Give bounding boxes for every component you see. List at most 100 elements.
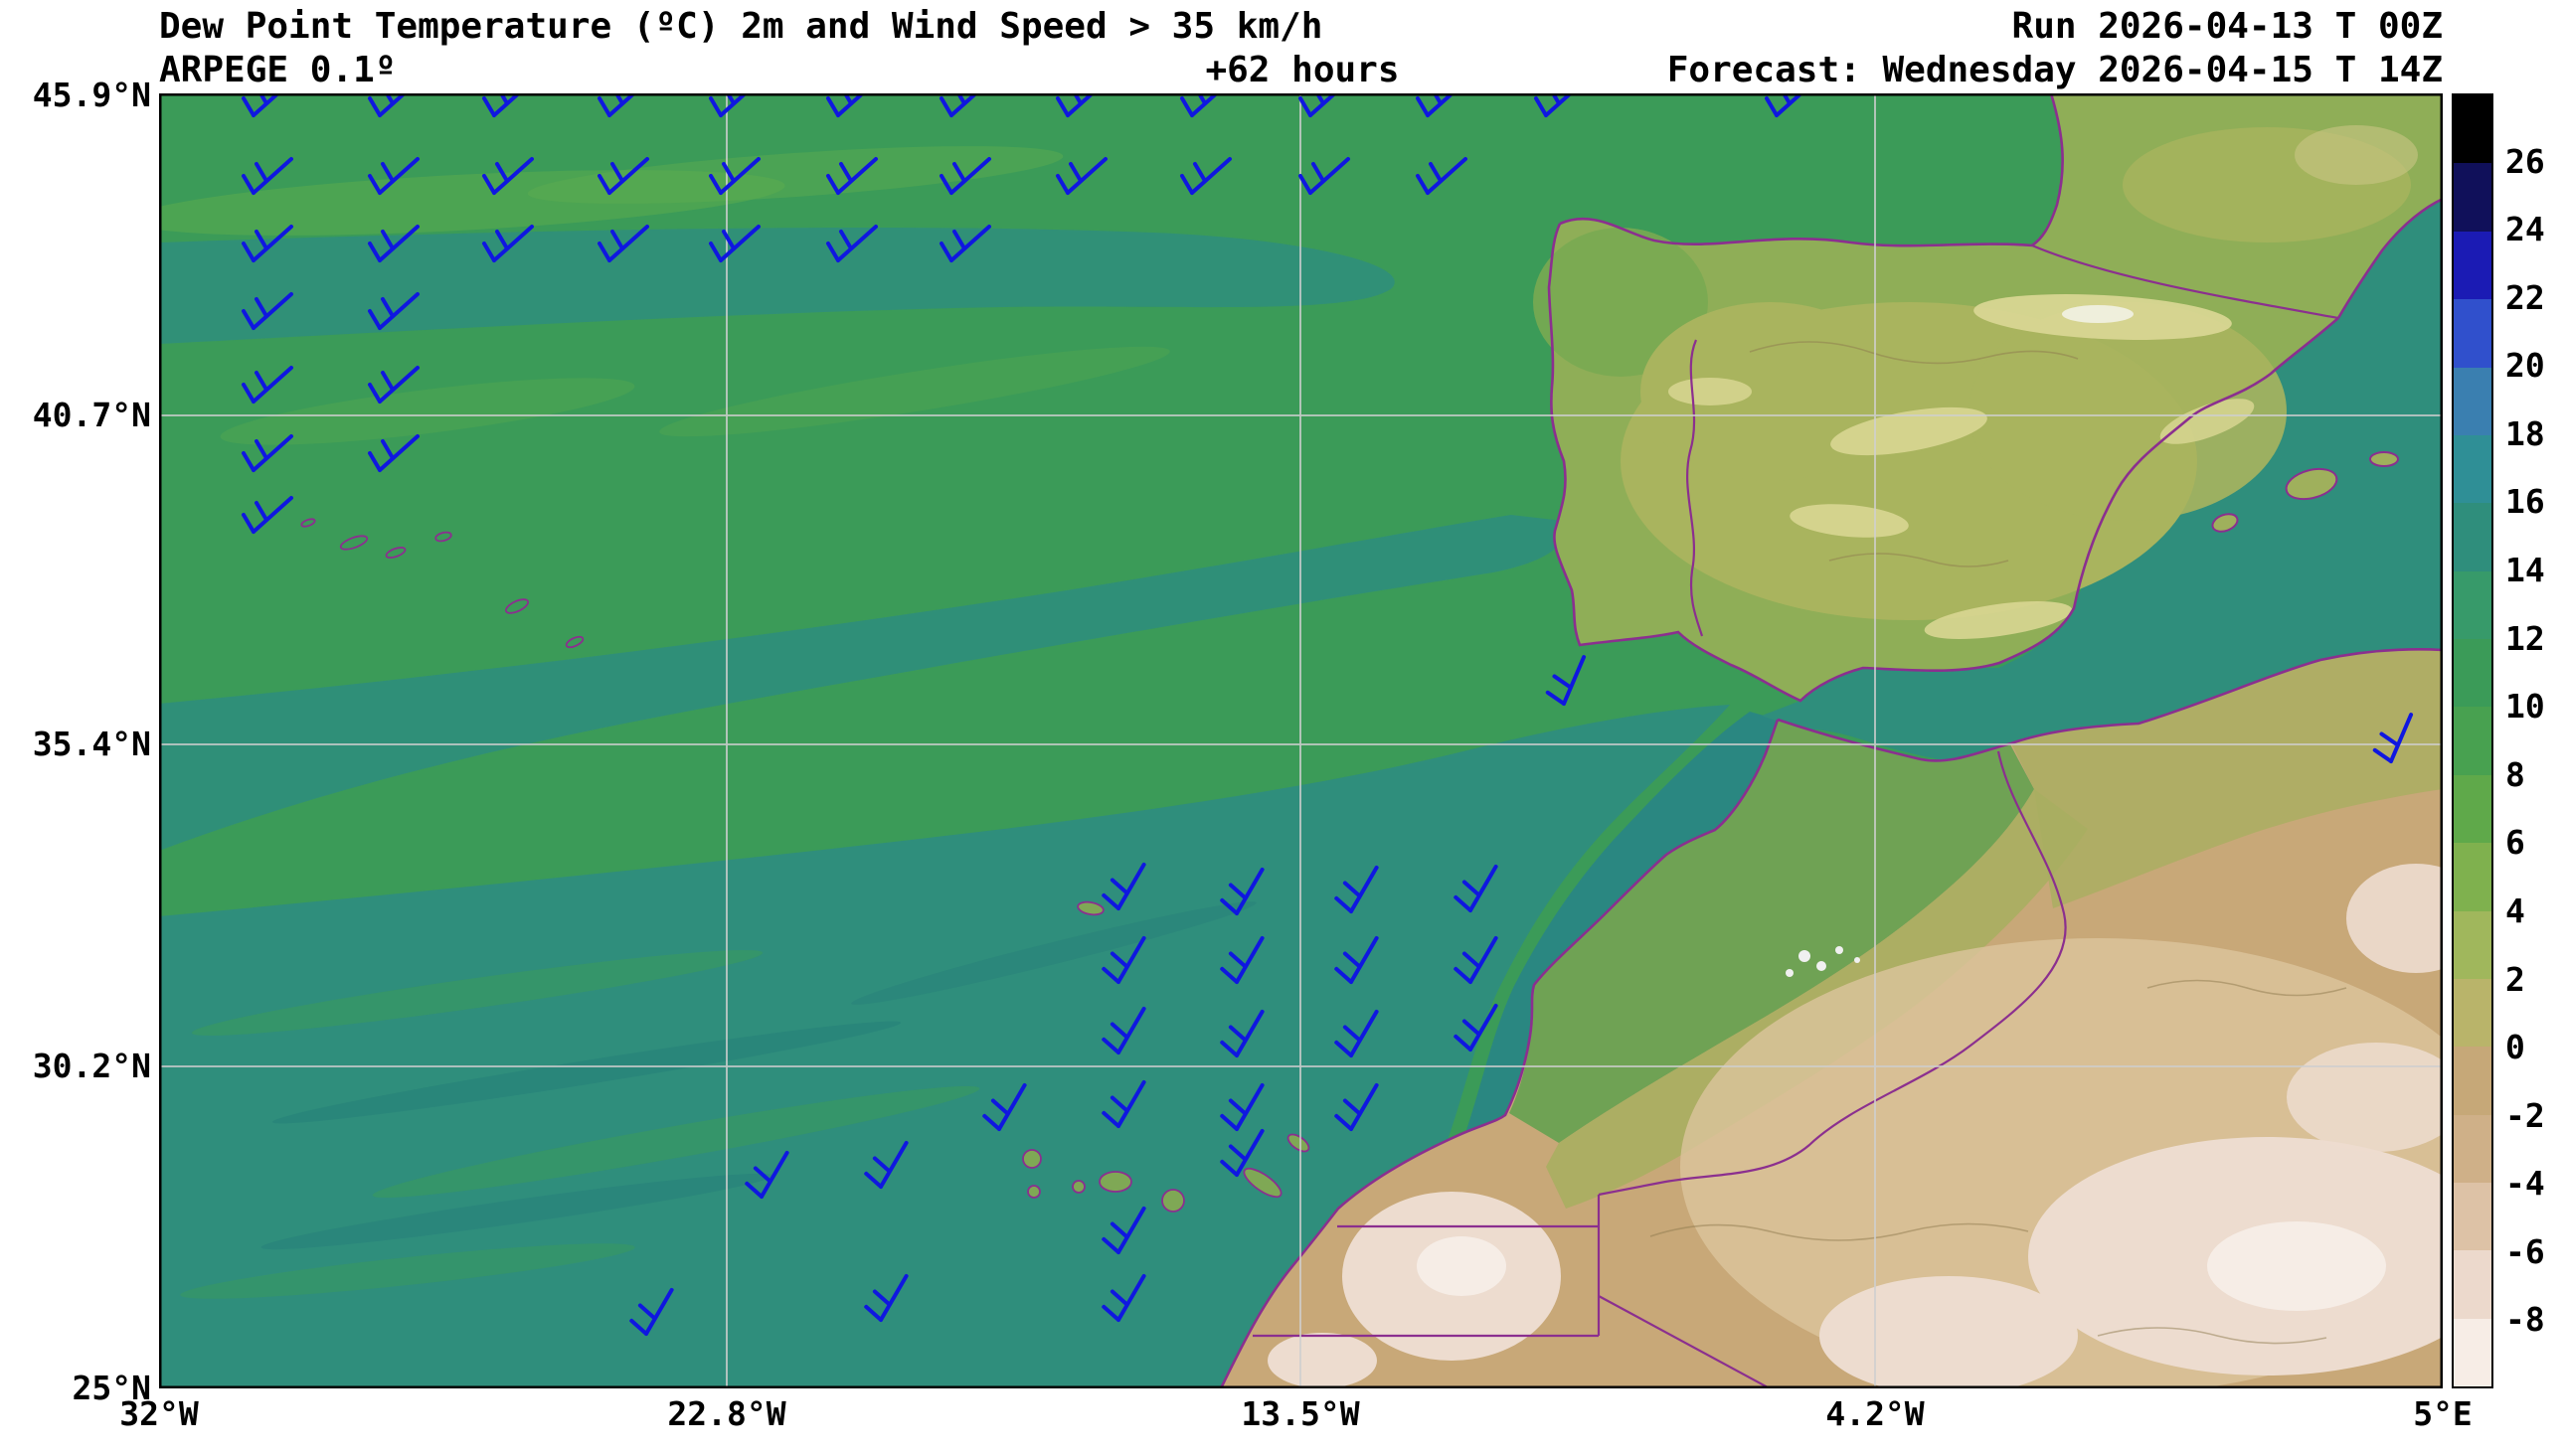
colorbar-tick-label: -4	[2505, 1164, 2545, 1204]
border-morocco-algeria	[1598, 750, 2067, 1197]
wind-barb	[368, 292, 420, 330]
wind-barb	[368, 434, 420, 472]
wind-barb	[242, 496, 293, 534]
graticule	[159, 93, 2443, 1388]
wind-barb	[1454, 935, 1498, 984]
colorbar-tick-label: 24	[2505, 210, 2545, 249]
wind-barb	[864, 1140, 909, 1189]
wind-barb	[482, 225, 534, 262]
wind-barb	[1334, 1082, 1379, 1131]
wind-barb	[242, 366, 293, 404]
forecast-label: Forecast: Wednesday 2026-04-15 T 14Z	[1666, 50, 2443, 90]
wind-barb	[940, 225, 991, 262]
wind-barb	[1545, 655, 1587, 706]
model-label: ARPEGE 0.1º	[159, 50, 397, 90]
azores-islands	[300, 518, 585, 649]
colorbar-segment	[2454, 1047, 2491, 1115]
wind-barb	[1102, 862, 1146, 910]
colorbar-segment	[2454, 978, 2491, 1048]
wind-barb	[368, 225, 420, 262]
y-axis-tick: 25°N	[72, 1369, 151, 1407]
colorbar-tick-label: 12	[2505, 618, 2545, 658]
wind-barb	[745, 1150, 789, 1199]
wind-barb	[242, 292, 293, 330]
chart-title: Dew Point Temperature (ºC) 2m and Wind S…	[159, 6, 1323, 47]
colorbar-labels: 26 24 22 20 18 16 14 12 10 8 6 4 2 0 -2 -4 -6 -8	[2505, 93, 2567, 1388]
colorbar-tick-label: 18	[2505, 413, 2545, 453]
wind-barb	[242, 225, 293, 262]
wind-barb	[982, 1082, 1027, 1131]
coastline-layer	[1219, 92, 2444, 1389]
wind-barb	[1102, 1206, 1146, 1254]
wind-barb	[1334, 865, 1379, 913]
wind-barb	[1220, 1082, 1265, 1131]
colorbar-segment	[2454, 910, 2491, 979]
colorbar-segment	[2454, 707, 2491, 775]
wind-barb	[1102, 1079, 1146, 1128]
wind-barb	[1334, 935, 1379, 984]
wind-barb	[242, 157, 293, 195]
run-label: Run 2026-04-13 T 00Z	[2011, 6, 2443, 47]
colorbar-segment	[2454, 1250, 2491, 1319]
colorbar-segment	[2454, 1114, 2491, 1183]
wind-barb	[1220, 867, 1265, 915]
wind-barb	[1220, 1128, 1265, 1177]
colorbar-segment	[2454, 163, 2491, 232]
canary-islands	[1022, 1133, 1310, 1213]
wind-barb	[709, 225, 761, 262]
x-axis-tick: 32°W	[119, 1394, 199, 1433]
colorbar-tick-label: -8	[2505, 1300, 2545, 1340]
colorbar-tick-label: 16	[2505, 482, 2545, 522]
wind-barb	[1334, 1009, 1379, 1057]
wind-barb	[1180, 157, 1232, 195]
wind-barb	[826, 225, 878, 262]
colorbar-tick-label: 26	[2505, 141, 2545, 181]
colorbar-tick-label: 0	[2505, 1028, 2525, 1067]
x-axis-tick: 4.2°W	[1825, 1394, 1925, 1433]
colorbar-tick-label: -6	[2505, 1231, 2545, 1271]
colorbar-segment	[2454, 95, 2491, 164]
wind-barb	[598, 157, 649, 195]
colorbar-tick-label: 22	[2505, 277, 2545, 317]
colorbar-segment	[2454, 1183, 2491, 1251]
wind-barb	[482, 157, 534, 195]
wind-barb	[629, 1287, 674, 1336]
colorbar-tick-label: -2	[2505, 1095, 2545, 1135]
wind-barb	[242, 434, 293, 472]
border-western-sahara	[1253, 1195, 1771, 1389]
land-layer	[300, 93, 2515, 1395]
wind-barb	[1102, 1006, 1146, 1054]
colorbar-tick-label: 4	[2505, 890, 2525, 930]
wind-barb	[2372, 713, 2414, 763]
wind-barb	[1454, 864, 1498, 912]
wind-barb	[1056, 157, 1108, 195]
colorbar-segment	[2454, 503, 2491, 571]
wind-barb	[826, 157, 878, 195]
wind-barb	[368, 157, 420, 195]
colorbar-tick-label: 8	[2505, 754, 2525, 794]
colorbar-gradient	[2452, 93, 2493, 1388]
colorbar-segment	[2454, 367, 2491, 435]
lead-time-label: +62 hours	[1205, 50, 1400, 90]
wind-barb	[598, 225, 649, 262]
wind-barb	[1220, 935, 1265, 984]
balearic-islands	[2211, 451, 2399, 533]
border-spain-france	[2031, 243, 2339, 320]
madeira-island	[1077, 900, 1105, 916]
x-axis-tick: 5°E	[2413, 1394, 2473, 1433]
wind-barb	[368, 366, 420, 404]
colorbar-segment	[2454, 231, 2491, 300]
colorbar-segment	[2454, 843, 2491, 911]
map-canvas	[129, 80, 2515, 1395]
wind-barb	[1454, 1003, 1498, 1052]
wind-barb	[1220, 1009, 1265, 1057]
wind-barb	[709, 157, 761, 195]
wind-barb-layer	[242, 80, 2414, 1336]
wind-barb	[1416, 157, 1467, 195]
y-axis-tick: 40.7°N	[32, 396, 151, 434]
x-axis-tick: 13.5°W	[1241, 1394, 1360, 1433]
y-axis-tick: 35.4°N	[32, 725, 151, 763]
colorbar-tick-label: 10	[2505, 687, 2545, 727]
y-axis-tick: 30.2°N	[32, 1047, 151, 1085]
